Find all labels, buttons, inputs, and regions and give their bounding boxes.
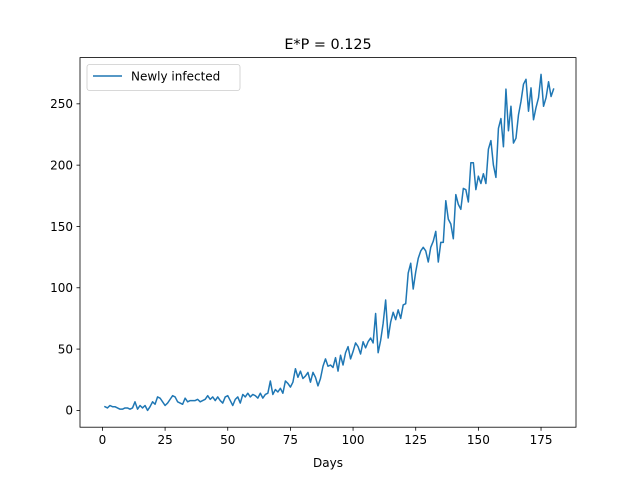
x-axis-label: Days <box>313 456 343 470</box>
plot-area <box>79 57 577 428</box>
series-line-newly-infected <box>103 73 555 412</box>
series-layer <box>103 73 555 412</box>
legend-label: Newly infected <box>131 70 220 84</box>
x-tick-label: 100 <box>342 433 365 447</box>
x-tick-label: 25 <box>157 433 172 447</box>
x-tick-label: 175 <box>530 433 553 447</box>
x-tick-label: 0 <box>99 433 107 447</box>
y-tick-label: 0 <box>65 404 73 418</box>
x-tick-label: 50 <box>220 433 235 447</box>
legend-box <box>86 64 241 91</box>
x-tick-label: 75 <box>283 433 298 447</box>
y-tick-label: 100 <box>50 281 73 295</box>
x-axis: 0 25 50 75 100 125 150 175 <box>99 427 553 447</box>
chart-title: E*P = 0.125 <box>284 37 371 53</box>
y-tick-label: 250 <box>50 97 73 111</box>
y-tick-label: 150 <box>50 220 73 234</box>
y-tick-label: 200 <box>50 158 73 172</box>
y-axis: 0 50 100 150 200 250 <box>50 97 80 418</box>
y-tick-label: 50 <box>58 342 73 356</box>
x-tick-label: 125 <box>404 433 427 447</box>
legend: Newly infected <box>86 64 241 91</box>
x-tick-label: 150 <box>467 433 490 447</box>
